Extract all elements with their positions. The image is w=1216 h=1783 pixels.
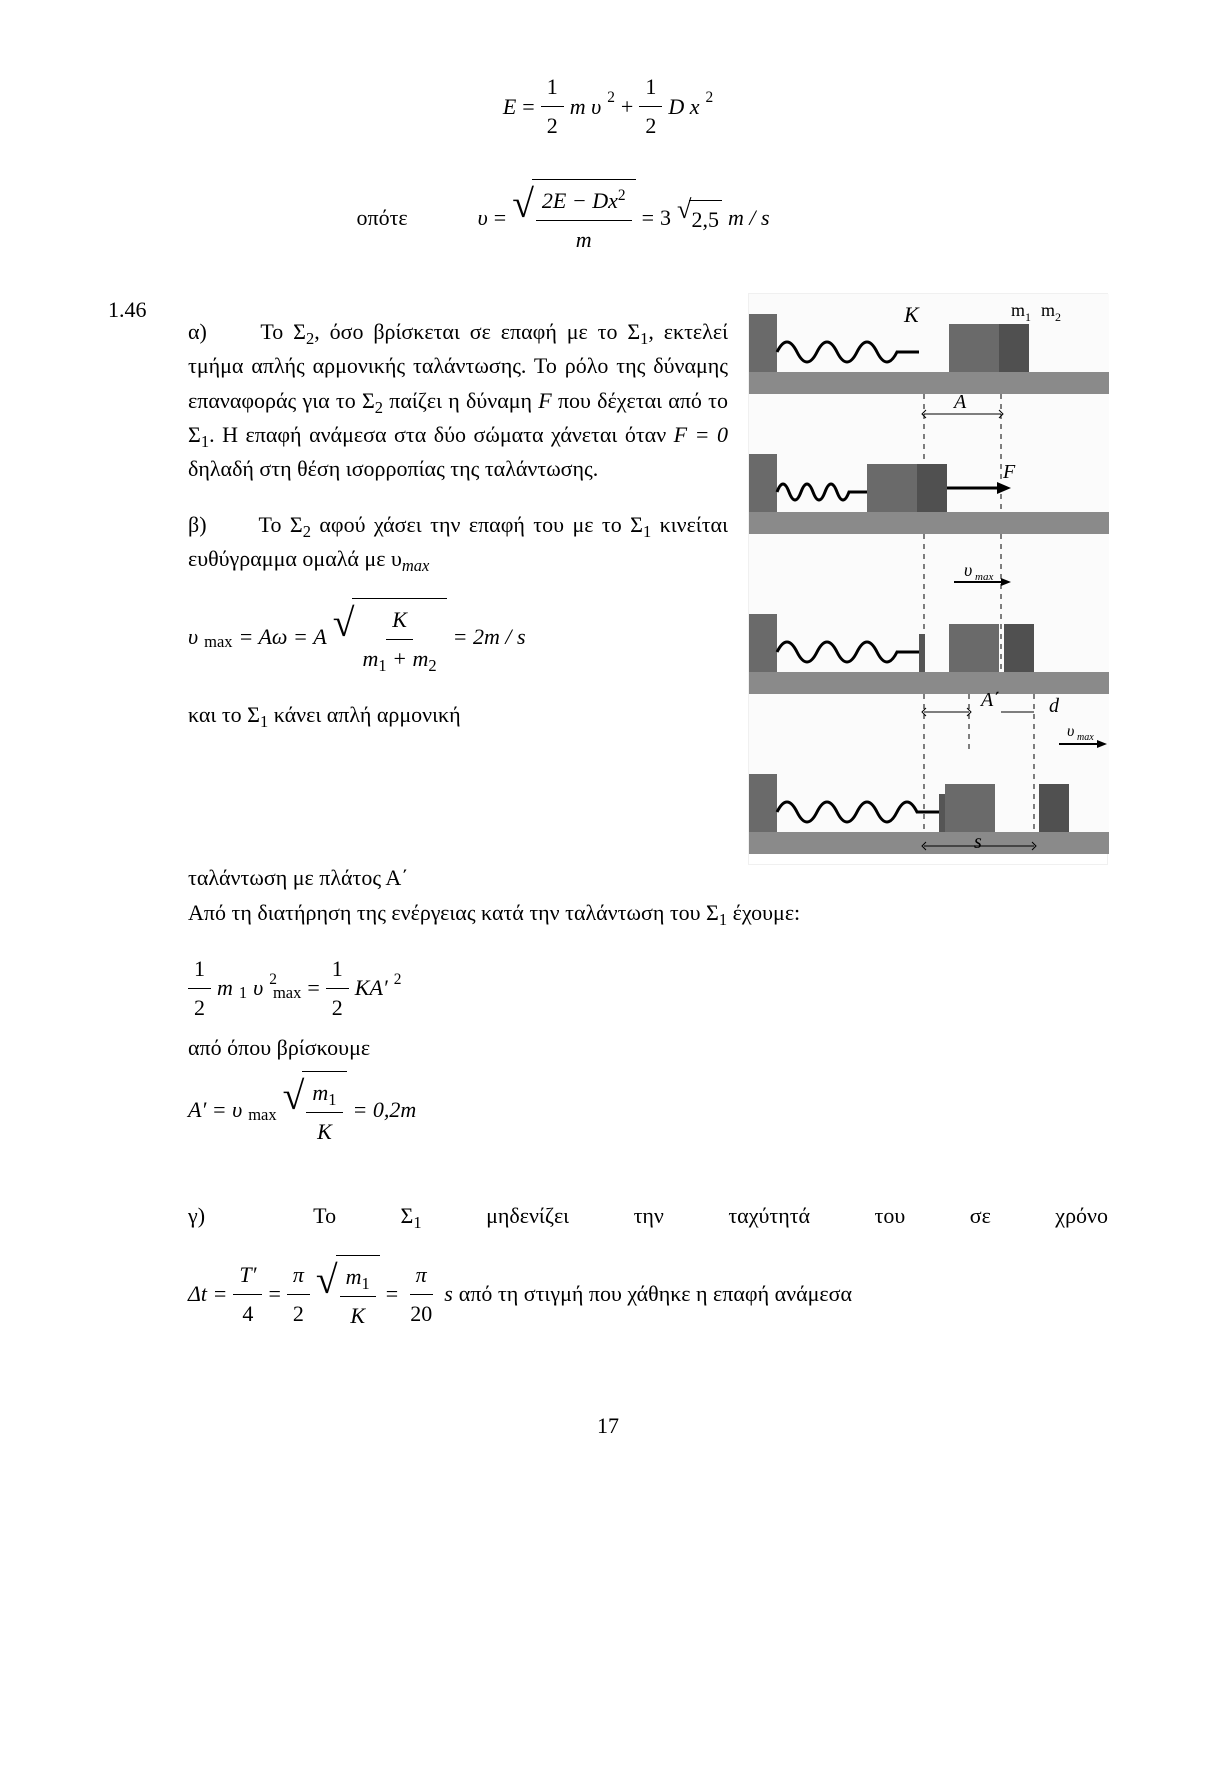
svg-text:υ: υ — [964, 560, 972, 580]
amplitude-equation: A′ = υmax √ m1 K = 0,2m — [188, 1071, 1108, 1149]
part-b-text3: ταλάντωση με πλάτος Α΄ Από τη διατήρηση … — [188, 861, 1108, 929]
eq1-rhs-b: D x — [668, 90, 699, 124]
svg-text:m: m — [1011, 300, 1025, 320]
svg-text:F: F — [1002, 461, 1016, 483]
eq1-lhs: E — [503, 90, 516, 124]
eq1-rhs-a: m υ — [570, 90, 602, 124]
part-c-text: γ) Το Σ1 μηδενίζει την ταχύτητά του σε χ… — [188, 1199, 1108, 1233]
vmax-equation: υmax = Aω = A √ K m1 + m2 = 2m / s — [188, 598, 728, 676]
energy-equation-block: E = 12 m υ2 + 12 D x2 — [108, 70, 1108, 143]
svg-text:υ: υ — [1067, 723, 1074, 740]
energy-conservation-equation: 12 m1 υ2max = 12 KA′2 — [188, 952, 1108, 1025]
svg-text:d: d — [1049, 695, 1060, 717]
spring-mass-figure: K m1 m2 A — [748, 293, 1108, 865]
part-b-text4: από όπου βρίσκουμε — [188, 1031, 1108, 1065]
delta-t-equation: Δt = T′4 = π2 √ m1 K = π20 s από τη στιγ… — [188, 1255, 1108, 1333]
problem-number: 1.46 — [108, 293, 168, 1339]
svg-text:A: A — [952, 391, 967, 413]
part-b-text: β) Το Σ2 αφού χάσει την επαφή του με το … — [188, 508, 728, 576]
svg-text:A΄: A΄ — [979, 689, 1000, 711]
velocity-equation: υ = √ 2E − Dx2 m = 3 √2,5 m / s — [478, 179, 770, 257]
svg-text:1: 1 — [1025, 310, 1031, 324]
problem-1-46: 1.46 α) Το Σ2, όσο βρίσκεται σε επαφή με… — [108, 293, 1108, 1339]
svg-text:max: max — [1077, 732, 1094, 743]
part-a-text: α) Το Σ2, όσο βρίσκεται σε επαφή με το Σ… — [188, 315, 728, 485]
svg-text:K: K — [903, 302, 920, 327]
page-number: 17 — [108, 1409, 1108, 1443]
prelude-label: οπότε — [356, 201, 407, 235]
svg-text:m: m — [1041, 300, 1055, 320]
part-b-text2: και το Σ1 κάνει απλή αρμονική — [188, 698, 728, 732]
svg-text:s: s — [974, 831, 982, 853]
svg-text:2: 2 — [1055, 310, 1061, 324]
energy-equation: E = 12 m υ2 + 12 D x2 — [108, 70, 1108, 143]
